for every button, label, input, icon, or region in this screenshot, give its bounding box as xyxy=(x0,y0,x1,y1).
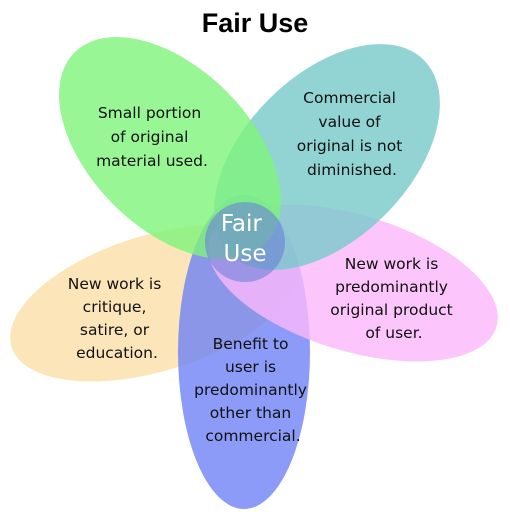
petal-label-small-portion: Small portion of original material used. xyxy=(96,104,208,170)
petal-label-critique-satire: New work is critique, satire, or educati… xyxy=(68,275,167,362)
petal-label-benefit-to-user: Benefit to user is predominantly other t… xyxy=(194,335,312,445)
petal-label-commercial-value: Commercial value of original is not dimi… xyxy=(297,89,408,179)
petal-label-predominantly-original: New work is predominantly original produ… xyxy=(330,255,457,342)
center-label: Fair Use xyxy=(221,211,269,267)
petal-small-portion xyxy=(59,37,281,259)
center-circle xyxy=(205,202,285,282)
diagram-title: Fair Use xyxy=(201,8,309,38)
